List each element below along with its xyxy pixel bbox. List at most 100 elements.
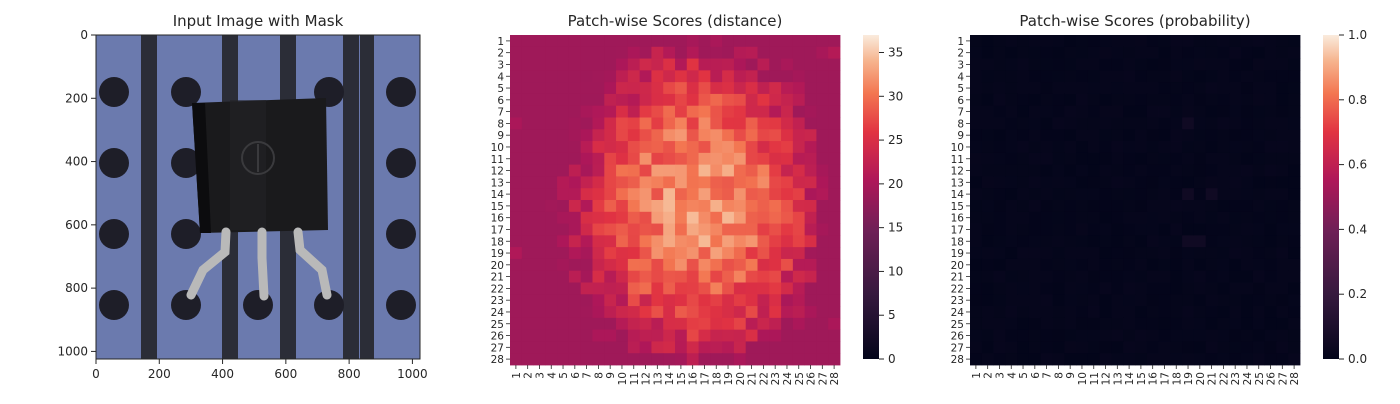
heatmap-cell [757, 329, 770, 342]
heatmap-cell [651, 247, 664, 260]
heatmap-cell [1264, 353, 1277, 366]
heatmap-cell [970, 82, 983, 95]
heatmap-cell [1217, 164, 1230, 177]
heatmap-cell [1017, 152, 1030, 166]
heatmap-cell [604, 317, 617, 331]
heatmap-cell [1123, 341, 1136, 354]
heatmap-cell [592, 317, 605, 331]
heatmap-cell [663, 152, 676, 166]
heatmap-cell [733, 58, 747, 71]
heatmap-cell [970, 70, 983, 83]
heatmap-cell [981, 282, 994, 295]
heatmap-cell [1028, 223, 1042, 236]
heatmap-cell [1123, 152, 1136, 166]
heatmap-cell [816, 82, 829, 95]
heatmap-cell [616, 353, 629, 366]
heatmap-cell [1170, 223, 1183, 236]
heatmap-cell [675, 341, 688, 354]
heatmap-cell [675, 70, 688, 83]
heatmap-cell [769, 223, 782, 236]
heatmap-cell [1276, 70, 1289, 83]
heatmap-cell [521, 341, 534, 354]
heatmap-cell [1193, 58, 1207, 71]
heatmap-cell [1205, 152, 1218, 166]
heatmap-cell [663, 70, 676, 83]
heatmap-cell [533, 82, 546, 95]
heatmap-cell [816, 247, 829, 260]
heatmap-cell [745, 270, 758, 283]
heatmap-cell [557, 247, 570, 260]
heatmap-cell [1123, 141, 1136, 154]
heatmap-cell [510, 141, 523, 154]
heatmap-cell [1252, 211, 1266, 224]
heatmap-cell [710, 258, 723, 272]
col-tick-label: 16 [688, 372, 700, 386]
heatmap-cell [1005, 247, 1018, 260]
heatmap-cell [1099, 341, 1112, 354]
col-tick-label: 28 [1289, 372, 1301, 385]
heatmap-cell [639, 200, 652, 213]
heatmap-cell [568, 306, 582, 319]
heatmap-cell [1276, 188, 1289, 201]
heatmap-cell [580, 353, 593, 366]
heatmap-cell [580, 105, 593, 118]
heatmap-cell [1264, 35, 1277, 48]
heatmap-cell [722, 282, 735, 295]
heatmap-cell [557, 82, 570, 95]
heatmap-cell [568, 70, 582, 83]
heatmap-cell [1252, 105, 1266, 118]
col-tick-label: 23 [770, 372, 782, 385]
heatmap-cell [993, 223, 1006, 236]
heatmap-cell [686, 223, 699, 236]
heatmap-cell [1217, 247, 1230, 260]
heatmap-cell [757, 258, 770, 272]
heatmap-cell [769, 129, 782, 142]
heatmap-cell [1217, 317, 1230, 331]
heatmap-cell [1205, 294, 1218, 307]
heatmap-cell [722, 247, 735, 260]
heatmap-cell [757, 152, 770, 166]
heatmap-cell [745, 35, 758, 48]
heatmap-cell [651, 200, 664, 213]
heatmap-cell [1264, 247, 1277, 260]
heatmap-cell [1182, 164, 1195, 177]
heatmap-cell [1182, 247, 1195, 260]
heatmap-cell [1276, 329, 1289, 342]
heatmap-cell [1217, 129, 1230, 142]
heatmap-cell [981, 117, 994, 130]
heatmap-cell [1028, 270, 1042, 283]
heatmap-cell [1276, 282, 1289, 295]
col-tick-label: 4 [546, 372, 558, 379]
heatmap-cell [1087, 188, 1101, 201]
heatmap-cell [816, 282, 829, 295]
heatmap-cell [733, 353, 747, 366]
heatmap-cell [981, 306, 994, 319]
heatmap-cell [804, 258, 817, 272]
row-tick-label: 9 [497, 130, 504, 142]
heatmap-cell [592, 152, 605, 166]
heatmap-cell [627, 247, 641, 260]
heatmap-cell [521, 93, 534, 107]
heatmap-cell [1146, 294, 1159, 307]
heatmap-cell [1193, 270, 1207, 283]
heatmap-cell [651, 58, 664, 71]
heatmap-cell [710, 129, 723, 142]
heatmap-cell [698, 46, 711, 59]
heatmap-cell [627, 93, 641, 107]
row-tick-label: 25 [491, 319, 504, 331]
heatmap-cell [568, 141, 582, 154]
heatmap-cell [675, 152, 688, 166]
panel3-title: Patch-wise Scores (probability) [1019, 12, 1250, 30]
col-tick-label: 3 [534, 372, 546, 379]
row-tick-label: 4 [497, 71, 504, 83]
heatmap-cell [792, 70, 806, 83]
heatmap-cell [675, 105, 688, 118]
heatmap-cell [781, 329, 794, 342]
heatmap-cell [510, 247, 523, 260]
heatmap-cell [781, 258, 794, 272]
heatmap-cell [1241, 341, 1254, 354]
heatmap-cell [1170, 247, 1183, 260]
row-tick-label: 2 [497, 48, 504, 60]
heatmap-cell [1135, 82, 1148, 95]
heatmap-cell [792, 152, 806, 166]
